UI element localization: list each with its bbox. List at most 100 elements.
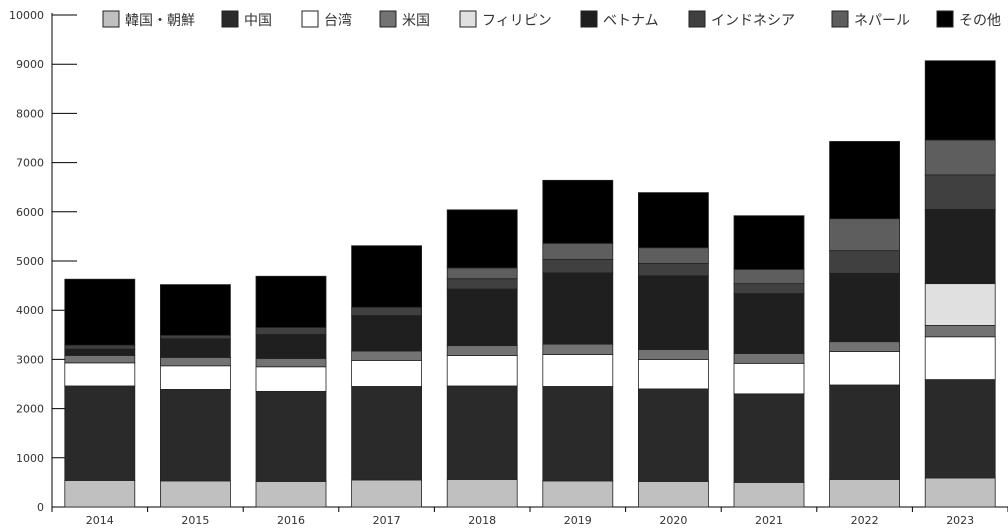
bar-segment [829, 479, 900, 508]
legend-label: ベトナム [603, 13, 659, 29]
y-tick-label: 6000 [16, 206, 44, 219]
bar-segment [733, 393, 805, 483]
x-axis: 2014 2015 2016 2017 2018 2019 2020 2021 2022 2023 [51, 506, 1008, 527]
bar-segment [64, 385, 136, 481]
x-tick-label: 2018 [468, 514, 496, 527]
legend-item: インドネシア [688, 10, 795, 29]
bar-segment [255, 366, 327, 392]
legend-swatch [831, 10, 849, 28]
legend-item: 中国 [221, 10, 272, 29]
bar-segment [255, 275, 327, 328]
bar-segment [924, 325, 996, 338]
legend-swatch [580, 10, 598, 28]
bar-segment [733, 283, 805, 294]
bar-segment [159, 338, 231, 358]
legend-item: ベトナム [580, 10, 659, 29]
bar-segment [159, 389, 231, 482]
legend-swatch [379, 10, 397, 28]
bar-segment [924, 208, 996, 285]
x-tick-label: 2014 [86, 514, 114, 527]
bar-segment [733, 481, 805, 508]
bar-segment [446, 209, 518, 269]
y-tick-label: 8000 [16, 107, 44, 120]
bar-segment [255, 333, 327, 359]
bar-segment [542, 179, 614, 244]
bar-segment [542, 386, 614, 482]
bar-segment [542, 354, 614, 387]
x-tick-label: 2019 [564, 514, 592, 527]
bar-segment [351, 350, 423, 361]
bar-segment [733, 268, 805, 285]
bar-segment [829, 218, 900, 252]
x-tick-label: 2023 [946, 514, 974, 527]
y-tick-label: 10000 [9, 9, 44, 22]
bar-segment [351, 306, 423, 317]
bar-segment [159, 365, 231, 390]
bar-segment [255, 390, 327, 482]
bar-segment [829, 384, 900, 480]
bars [64, 60, 996, 508]
bar-segment [829, 250, 900, 274]
bar-segment [638, 263, 709, 277]
bar-segment [733, 362, 805, 395]
legend-item: ネパール [831, 10, 910, 29]
bar-segment [255, 481, 327, 508]
x-tick-label: 2021 [755, 514, 783, 527]
legend-label: 米国 [402, 13, 430, 29]
legend-swatch [301, 10, 319, 28]
bar-segment [64, 355, 136, 364]
bar-segment [924, 283, 996, 326]
legend-swatch [102, 10, 120, 28]
y-tick-label: 5000 [16, 255, 44, 268]
legend-swatch [221, 10, 239, 28]
bar-segment [542, 343, 614, 355]
bar-segment [351, 315, 423, 352]
bar-segment [924, 477, 996, 508]
bar-segment [542, 259, 614, 274]
y-tick-label: 1000 [16, 452, 44, 465]
y-tick-label: 9000 [16, 58, 44, 71]
bar-segment [159, 357, 231, 367]
bar-segment [638, 358, 709, 390]
bar-segment [255, 327, 327, 335]
bar-segment [351, 479, 423, 508]
legend-label: 中国 [244, 13, 272, 29]
bar-segment [638, 388, 709, 482]
bar-segment [351, 359, 423, 387]
bar-segment [159, 334, 231, 340]
legend-item: 韓国・朝鮮 [102, 10, 195, 29]
bar-segment [733, 353, 805, 364]
bar-segment [446, 267, 518, 280]
bar-segment [542, 480, 614, 508]
bar-segment [924, 379, 996, 479]
x-tick-label: 2022 [851, 514, 879, 527]
bar-segment [446, 385, 518, 480]
legend-item: その他 [936, 10, 1001, 29]
y-tick-label: 3000 [16, 353, 44, 366]
bar-segment [829, 341, 900, 352]
legend-swatch [688, 10, 706, 28]
bar-segment [446, 288, 518, 347]
bar-segment [255, 358, 327, 368]
bar-segment [924, 139, 996, 176]
legend-item: 台湾 [301, 10, 352, 29]
legend-swatch [936, 10, 954, 28]
bar-segment [924, 174, 996, 210]
y-tick-label: 2000 [16, 403, 44, 416]
legend-swatch [459, 10, 477, 28]
x-tick-label: 2020 [659, 514, 687, 527]
bar-segment [446, 345, 518, 356]
bar-segment [542, 272, 614, 345]
x-tick-label: 2015 [181, 514, 209, 527]
bar-segment [829, 272, 900, 343]
legend-label: インドネシア [711, 13, 795, 29]
bar-segment [924, 60, 996, 141]
bar-segment [733, 293, 805, 354]
legend-label: フィリピン [482, 13, 552, 29]
legend-label: 台湾 [324, 12, 352, 29]
bar-segment [638, 275, 709, 350]
bar-segment [446, 479, 518, 508]
y-tick-label: 7000 [16, 157, 44, 170]
bar-segment [159, 480, 231, 508]
bar-segment [64, 348, 136, 356]
